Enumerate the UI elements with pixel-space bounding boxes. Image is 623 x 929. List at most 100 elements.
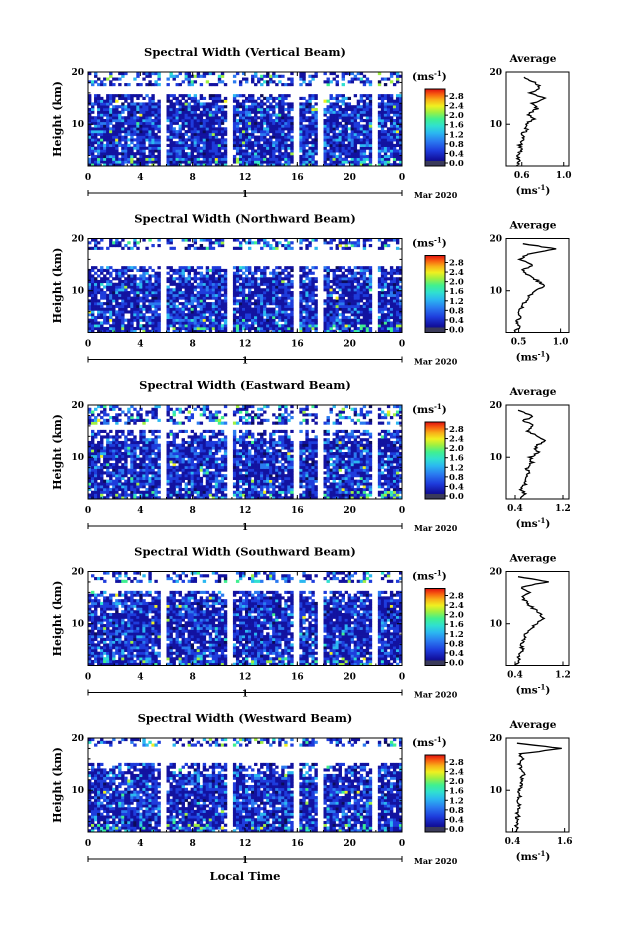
heatmap-cell [386, 288, 391, 292]
heatmap-cell [88, 474, 92, 478]
heatmap-cell [100, 438, 104, 442]
heatmap-cell [362, 279, 367, 284]
heatmap-cell [241, 324, 246, 328]
heatmap-cell [341, 72, 345, 76]
heatmap-cell [121, 315, 125, 320]
heatmap-cell [166, 138, 170, 142]
heatmap-cell [166, 107, 170, 112]
heatmap-cell [202, 285, 207, 289]
heatmap-cell [202, 238, 207, 242]
heatmap-cell [118, 110, 122, 114]
heatmap-cell [127, 116, 131, 120]
heatmap-cell [341, 266, 345, 270]
heatmap-cell [323, 146, 327, 150]
heatmap-cell [157, 130, 161, 134]
heatmap-cell [211, 152, 216, 156]
heatmap-cell [115, 241, 119, 245]
heatmap-cell [232, 94, 237, 98]
heatmap-cell [359, 318, 364, 322]
heatmap-cell [241, 304, 246, 308]
heatmap-cell [121, 127, 125, 131]
heatmap-cell [124, 244, 128, 248]
heatmap-cell [353, 141, 358, 145]
heatmap-cell [241, 279, 246, 284]
heatmap-cell [302, 279, 306, 284]
heatmap-cell [142, 130, 146, 134]
heatmap-cell [154, 282, 158, 286]
heatmap-cell [106, 132, 110, 136]
heatmap-cell [205, 141, 210, 145]
heatmap-cell [326, 285, 330, 289]
heatmap-cell [118, 291, 122, 295]
heatmap-cell [290, 119, 294, 123]
heatmap-cell [88, 285, 92, 289]
heatmap-cell [187, 152, 191, 156]
heatmap-cell [154, 80, 158, 84]
heatmap-cell [217, 157, 222, 161]
heatmap-cell [248, 127, 252, 131]
heatmap-cell [359, 152, 364, 156]
heatmap-cell [205, 124, 210, 128]
heatmap-cell [281, 326, 285, 331]
heatmap-cell [383, 326, 388, 331]
heatmap-cell [199, 246, 204, 250]
heatmap-cell [193, 146, 198, 150]
heatmap-cell [362, 146, 367, 150]
day-label: 1 [242, 357, 248, 367]
heatmap-cell [299, 277, 303, 281]
heatmap-cell [166, 143, 170, 147]
heatmap-cell [251, 99, 255, 103]
heatmap-cell [91, 268, 95, 273]
heatmap-cell [377, 72, 382, 76]
heatmap-cell [245, 146, 249, 150]
heatmap-cell [190, 318, 195, 322]
heatmap-cell [344, 107, 348, 112]
heatmap-cell [115, 438, 119, 442]
heatmap-cell [151, 152, 155, 156]
heatmap-cell [380, 299, 385, 303]
heatmap-cell [344, 310, 348, 314]
heatmap-cell [386, 302, 391, 306]
heatmap-cell [238, 282, 243, 286]
heatmap-cell [392, 130, 397, 134]
heatmap-cell [100, 452, 104, 456]
heatmap-cell [217, 315, 222, 320]
heatmap-cell [290, 124, 294, 128]
heatmap-cell [299, 310, 303, 314]
heatmap-cell [311, 74, 315, 78]
heatmap-cell [220, 299, 225, 303]
heatmap-cell [214, 160, 219, 164]
heatmap-cell [166, 304, 170, 308]
heatmap-cell [178, 124, 182, 128]
heatmap-cell [281, 324, 285, 328]
heatmap-cell [365, 94, 370, 98]
heatmap-cell [91, 160, 95, 164]
heatmap-cell [386, 282, 391, 286]
heatmap-cell [106, 149, 110, 153]
heatmap-cell [223, 318, 228, 322]
heatmap-cell [380, 99, 385, 103]
heatmap-cell [395, 296, 400, 300]
heatmap-cell [356, 127, 361, 131]
heatmap-cell [124, 310, 128, 314]
heatmap-cell [377, 160, 382, 164]
heatmap-cell [97, 496, 101, 500]
heatmap-cell [130, 285, 134, 289]
heatmap-cell [205, 277, 210, 281]
heatmap-cell [302, 324, 306, 328]
heatmap-cell [130, 107, 134, 112]
heatmap-cell [362, 102, 367, 106]
heatmap-cell [103, 410, 107, 414]
heatmap-cell [97, 474, 101, 478]
heatmap-cell [314, 135, 318, 139]
heatmap-cell [190, 132, 195, 136]
heatmap-cell [136, 141, 140, 145]
heatmap-cell [136, 304, 140, 308]
heatmap-cell [344, 130, 348, 134]
heatmap-cell [347, 121, 352, 125]
heatmap-cell [365, 127, 370, 131]
heatmap-cell [145, 102, 149, 106]
heatmap-cell [115, 138, 119, 142]
heatmap-cell [187, 138, 191, 142]
heatmap-cell [341, 152, 345, 156]
